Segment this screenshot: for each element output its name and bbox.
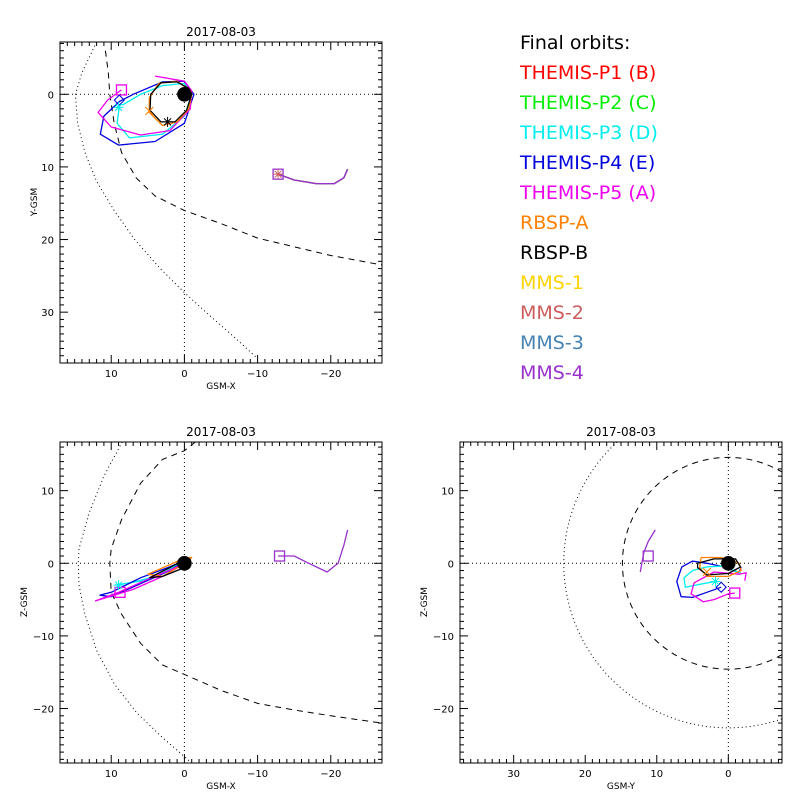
marker-diamond-themis-p4-e [113,94,125,106]
x-tick-label: 30 [507,769,520,780]
legend-entries: THEMIS-P1 (B) THEMIS-P2 (C) THEMIS-P3 (D) T… [520,60,658,390]
marker-star-themis-p3-d [710,576,721,587]
marker-square-themis-p5-a [115,84,128,96]
x-tick-label: 0 [181,769,187,780]
orbit-themis-p5-a [97,75,193,136]
magnetopause-boundary [109,442,382,724]
marker-star-rbsp-b [162,116,173,127]
marker-star-themis-p3-d [113,580,124,591]
marker-square-mms-4 [642,550,654,562]
marker-square-mms-4 [273,550,286,562]
orbit-mms-4 [277,168,349,185]
plot-area [460,442,782,763]
y-tick-label: 30 [41,308,54,319]
legend-entry-rbsp-a: RBSP-A [520,212,589,234]
x-tick-label: 20 [579,769,592,780]
x-tick-label: −20 [320,769,341,780]
magnetopause-boundary [621,456,782,670]
orbit-themis-p5-a [690,571,747,603]
panel-title: 2017-08-03 [186,25,256,39]
panel-xz-plane: 2017-08-03 GSM-X Z-GSM 10 0 −10 −20 10 0 −10 −2… [20,425,383,792]
magnetopause-boundary [104,50,382,266]
legend-entry-rbsp-b: RBSP-B [520,242,589,264]
legend-entry-mms-4: MMS-4 [520,362,584,384]
panel-title: 2017-08-03 [586,425,656,439]
x-tick-label: 0 [725,769,731,780]
x-tick-label: −10 [247,769,268,780]
axis-ticks [59,442,383,763]
y-tick-label: −10 [33,632,54,643]
earth-disk [177,555,192,571]
panel-title: 2017-08-03 [186,425,256,439]
y-tick-label: 10 [41,487,54,498]
legend-entry-themis-p2-c: THEMIS-P2 (C) [520,92,657,114]
marker-x-rbsp-a [144,106,154,116]
marker-diamond-themis-p4-e [715,581,727,593]
y-axis-label: Z-GSM [420,587,430,617]
y-tick-label: 0 [48,559,54,570]
y-axis-label: Z-GSM [20,587,30,617]
x-tick-label: 10 [105,769,118,780]
plot-area [60,42,382,363]
marker-x-rbsp-a [702,567,712,577]
orbit-mms-4 [639,529,656,573]
x-tick-label: 10 [650,769,663,780]
marker-square-themis-p5-a [729,587,741,599]
legend-entry-themis-p3-d: THEMIS-P3 (D) [520,122,658,144]
legend-entry-mms-2: MMS-2 [520,302,584,324]
axis-ticks [460,442,782,763]
plot-frame [59,41,383,364]
orbit-rbsp-b [149,81,193,123]
earth-disk [177,86,192,102]
panel-yz-plane: 2017-08-03 GSM-Y Z-GSM 30 20 10 0 10 0 −10 −20 [420,425,783,792]
plot-frame [459,441,783,764]
x-axis-label: GSM-X [206,782,235,792]
x-tick-label: 10 [105,369,118,380]
x-tick-label: −20 [320,369,341,380]
y-tick-label: −10 [433,632,454,643]
x-axis-label: GSM-X [206,382,235,392]
marker-star-mms-2 [273,169,284,180]
y-tick-label: −20 [33,705,54,716]
legend-entry-themis-p5-a: THEMIS-P5 (A) [520,182,657,204]
x-tick-label: −10 [247,369,268,380]
legend-entry-themis-p4-e: THEMIS-P4 (E) [520,152,656,174]
orbit-themis-p3-d [683,565,741,588]
marker-star-themis-p3-d [113,102,124,113]
earth-disk [721,555,736,571]
legend-entry-mms-3: MMS-3 [520,332,584,354]
legend: Final orbits: THEMIS-P1 (B) THEMIS-P2 (C)… [520,30,658,390]
orbit-rbsp-b [696,558,742,576]
legend-entry-mms-1: MMS-1 [520,272,584,294]
bow-shock-boundary [77,442,193,763]
plot-area [60,442,382,763]
x-tick-label: 0 [181,369,187,380]
plot-frame [59,441,383,764]
legend-entry-themis-p1-b: THEMIS-P1 (B) [520,62,657,84]
orbit-themis-p4-e [99,80,195,146]
x-axis-label: GSM-Y [607,782,636,792]
bow-shock-boundary [74,42,258,359]
y-tick-label: 0 [448,559,454,570]
y-tick-label: 0 [48,90,54,101]
y-tick-label: 20 [41,236,54,247]
y-axis-label: Y-GSM [30,188,40,217]
axis-ticks [59,42,383,364]
y-tick-label: 10 [441,487,454,498]
panel-xy-plane: 2017-08-03 GSM-X Y-GSM 10 0 −10 −20 0 10 20 30 [30,25,383,392]
marker-square-themis-p5-a [114,586,126,598]
y-tick-label: −20 [433,705,454,716]
bow-shock-boundary [563,442,782,729]
y-tick-label: 10 [41,163,54,174]
orbit-mms-4 [278,529,349,573]
legend-title: Final orbits: [520,32,631,54]
